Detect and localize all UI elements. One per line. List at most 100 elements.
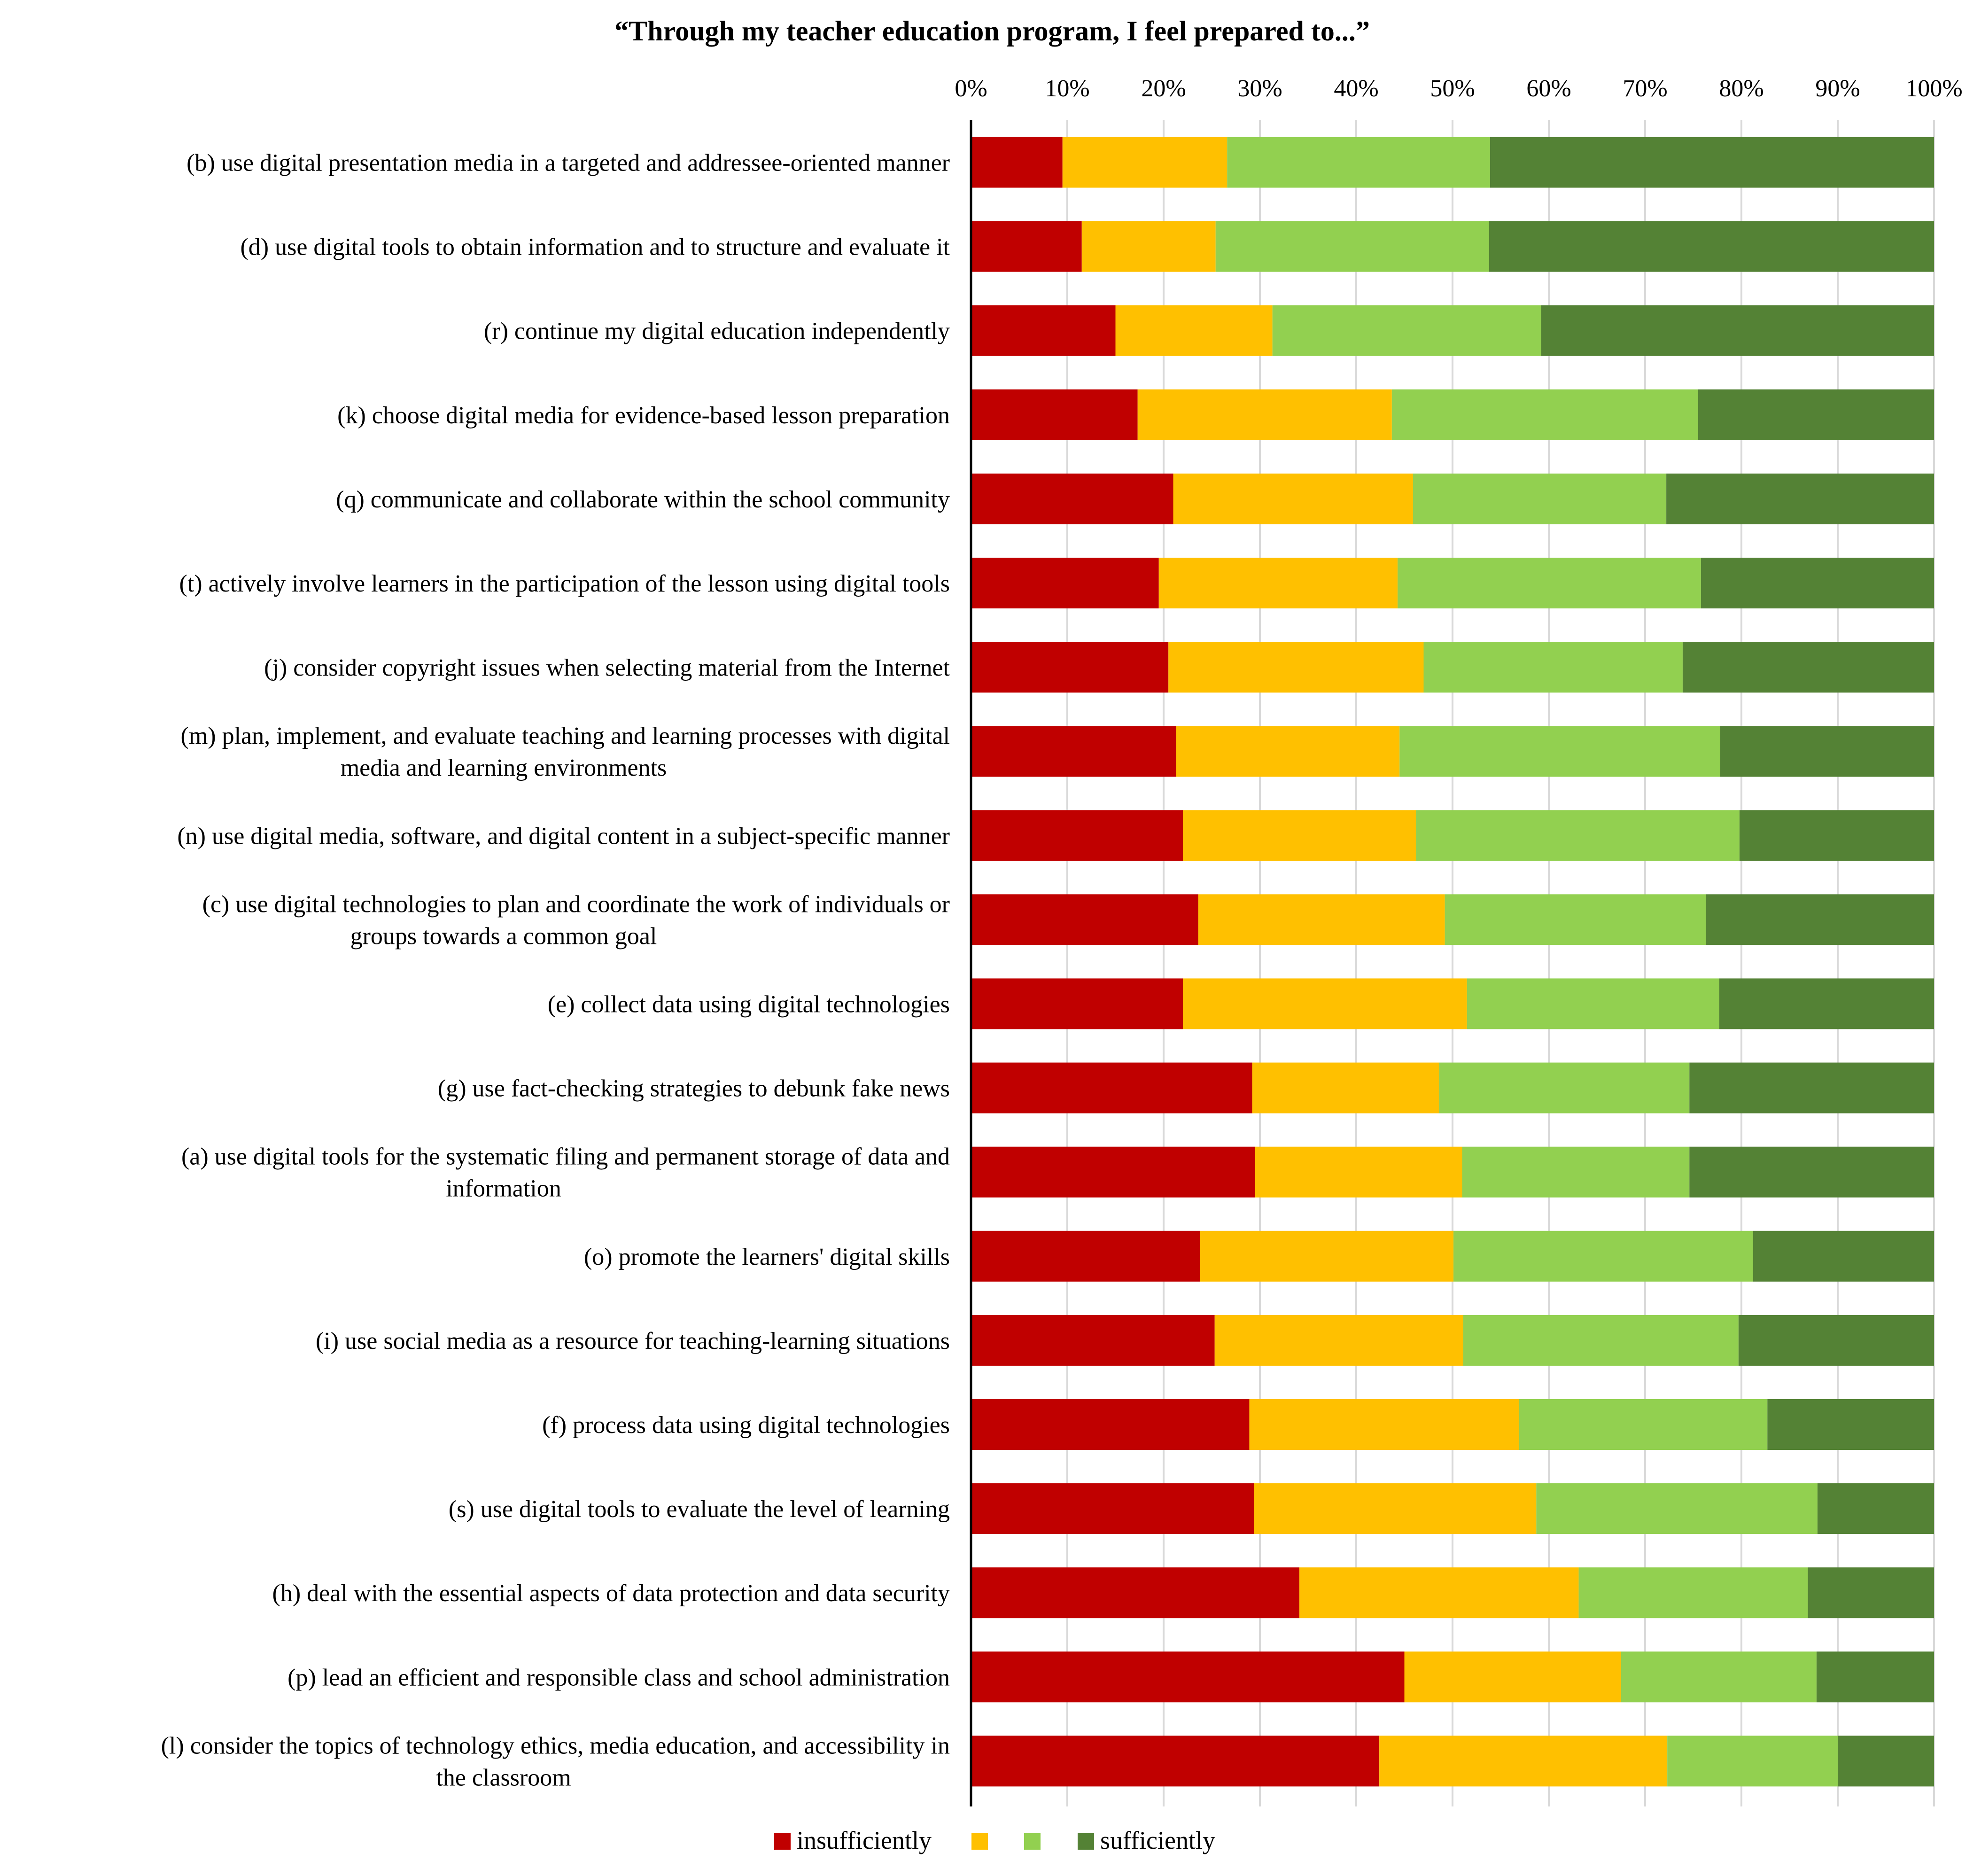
- bar-segment-series-4: [1682, 642, 1934, 693]
- bar-segment-series-3: [1463, 1315, 1739, 1366]
- bar-segment-series-3: [1519, 1399, 1768, 1450]
- category-labels: (b) use digital presentation media in a …: [161, 150, 950, 1791]
- category-label-line: (h) deal with the essential aspects of d…: [272, 1580, 950, 1607]
- bar-segment-series-2: [1200, 1230, 1454, 1282]
- bar-segment-series-1: [971, 1315, 1215, 1366]
- bar-segment-series-3: [1416, 810, 1740, 861]
- bar-segment-series-2: [1255, 1146, 1462, 1198]
- category-label-line: (m) plan, implement, and evaluate teachi…: [181, 723, 950, 749]
- category-label-line: (c) use digital technologies to plan and…: [202, 891, 950, 918]
- category-label-line: (j) consider copyright issues when selec…: [264, 654, 950, 681]
- bar-segment-series-3: [1391, 389, 1698, 440]
- bar-segment-series-1: [971, 978, 1183, 1029]
- bar-segment-series-2: [1062, 137, 1227, 188]
- x-tick-label: 30%: [1237, 75, 1282, 102]
- bar-segment-series-2: [1176, 726, 1400, 777]
- bar-segment-series-3: [1439, 1062, 1690, 1113]
- gridlines: [1066, 120, 1935, 1806]
- category-label: (i) use social media as a resource for t…: [316, 1328, 950, 1354]
- bar-segment-series-2: [1214, 1315, 1463, 1366]
- bar-segment-series-4: [1739, 810, 1934, 861]
- x-tick-label: 20%: [1141, 75, 1186, 102]
- bar-segment-series-3: [1453, 1230, 1753, 1282]
- category-label-line: the classroom: [436, 1764, 571, 1791]
- bar-segment-series-2: [1158, 558, 1398, 608]
- category-label: (a) use digital tools for the systematic…: [181, 1144, 950, 1202]
- bar-segment-series-1: [971, 1230, 1200, 1282]
- bar-segment-series-1: [971, 1062, 1252, 1113]
- category-label-line: groups towards a common goal: [350, 923, 657, 950]
- category-label-line: information: [446, 1175, 561, 1202]
- category-label-line: (f) process data using digital technolog…: [542, 1412, 950, 1439]
- x-axis-ticks: 0% 10% 20% 30% 40% 50% 60% 70% 80% 90% 100%: [955, 75, 1962, 102]
- bar-segment-series-3: [1215, 221, 1489, 272]
- x-tick-label: 90%: [1815, 75, 1860, 102]
- bar-segment-series-3: [1667, 1736, 1838, 1787]
- bar-segment-series-2: [1183, 978, 1467, 1029]
- bar-segment-series-2: [1254, 1483, 1537, 1534]
- x-tick-label: 70%: [1623, 75, 1667, 102]
- x-tick-label: 10%: [1045, 75, 1089, 102]
- bar-segment-series-3: [1467, 978, 1719, 1029]
- bar-segment-series-4: [1767, 1399, 1934, 1450]
- bar-segment-series-2: [1183, 810, 1416, 861]
- category-label: (g) use fact-checking strategies to debu…: [438, 1075, 950, 1102]
- bar-segment-series-3: [1398, 558, 1701, 608]
- bar-segment-series-3: [1423, 642, 1683, 693]
- category-label: (f) process data using digital technolog…: [542, 1412, 950, 1439]
- category-label-line: (i) use social media as a resource for t…: [316, 1328, 950, 1354]
- bar-segment-series-2: [1115, 305, 1273, 356]
- bar-segment-series-3: [1462, 1146, 1690, 1198]
- bar-segment-series-4: [1541, 305, 1934, 356]
- chart-title: “Through my teacher education program, I…: [614, 16, 1370, 47]
- bar-segment-series-3: [1227, 137, 1490, 188]
- bar-segment-series-2: [1137, 389, 1392, 440]
- legend-swatch: [971, 1833, 988, 1850]
- category-label-line: (t) actively involve learners in the par…: [179, 570, 950, 597]
- bar-segment-series-4: [1753, 1230, 1934, 1282]
- bar-segment-series-2: [1081, 221, 1216, 272]
- category-label-line: (b) use digital presentation media in a …: [186, 150, 950, 177]
- bar-segment-series-4: [1489, 221, 1934, 272]
- bar-segment-series-1: [971, 473, 1173, 524]
- bar-segment-series-4: [1706, 894, 1934, 945]
- category-label-line: (p) lead an efficient and responsible cl…: [287, 1664, 950, 1691]
- x-tick-label: 60%: [1526, 75, 1571, 102]
- bar-segment-series-1: [971, 1399, 1250, 1450]
- category-label-line: (k) choose digital media for evidence-ba…: [337, 402, 950, 429]
- bar-segment-series-1: [971, 305, 1116, 356]
- bar-segment-series-1: [971, 894, 1198, 945]
- bar-segment-series-2: [1404, 1651, 1621, 1703]
- category-label: (p) lead an efficient and responsible cl…: [287, 1664, 950, 1691]
- category-label-line: (g) use fact-checking strategies to debu…: [438, 1075, 950, 1102]
- bar-segment-series-3: [1621, 1651, 1817, 1703]
- category-label: (n) use digital media, software, and dig…: [177, 823, 950, 849]
- bar-segment-series-1: [971, 1483, 1254, 1534]
- bar-segment-series-3: [1536, 1483, 1818, 1534]
- bar-segment-series-1: [971, 137, 1063, 188]
- category-label-line: (q) communicate and collaborate within t…: [336, 486, 950, 513]
- category-label: (k) choose digital media for evidence-ba…: [337, 402, 950, 429]
- x-tick-label: 50%: [1430, 75, 1475, 102]
- bar-segment-series-4: [1720, 726, 1934, 777]
- x-tick-label: 0%: [955, 75, 987, 102]
- bar-segment-series-3: [1272, 305, 1541, 356]
- bar-segment-series-1: [971, 1651, 1405, 1703]
- category-label: (j) consider copyright issues when selec…: [264, 654, 950, 681]
- category-label: (t) actively involve learners in the par…: [179, 570, 950, 597]
- x-tick-label: 100%: [1905, 75, 1962, 102]
- bar-segment-series-3: [1578, 1567, 1808, 1619]
- bar-segment-series-4: [1816, 1651, 1934, 1703]
- bar-segment-series-2: [1252, 1062, 1439, 1113]
- bar-segment-series-1: [971, 389, 1138, 440]
- bar-segment-series-3: [1399, 726, 1720, 777]
- legend-swatch: [774, 1833, 791, 1850]
- bar-segment-series-2: [1198, 894, 1445, 945]
- category-label: (e) collect data using digital technolog…: [548, 991, 950, 1018]
- category-label: (d) use digital tools to obtain informat…: [240, 234, 950, 261]
- category-label: (m) plan, implement, and evaluate teachi…: [181, 723, 950, 781]
- bar-segment-series-1: [971, 1146, 1255, 1198]
- bar-segment-series-4: [1808, 1567, 1934, 1619]
- category-label: (l) consider the topics of technology et…: [161, 1732, 950, 1791]
- category-label: (c) use digital technologies to plan and…: [202, 891, 950, 950]
